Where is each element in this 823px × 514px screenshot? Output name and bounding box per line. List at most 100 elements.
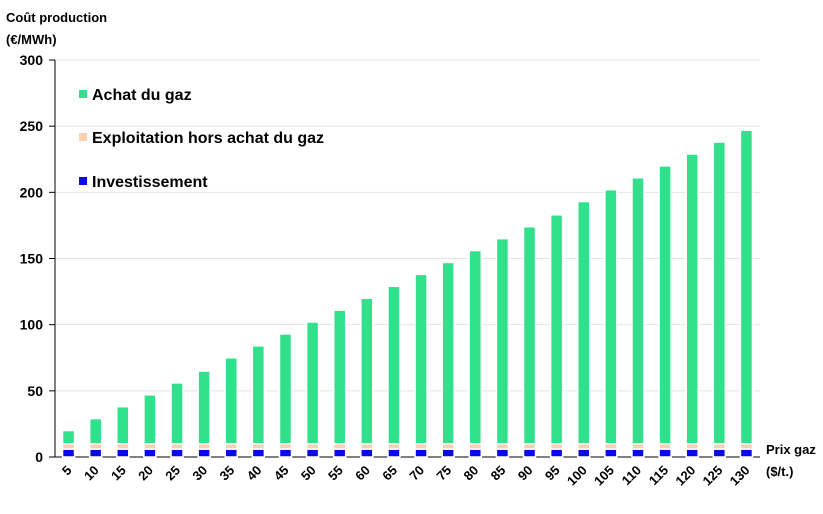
bar-segment: [61, 429, 76, 445]
bar-segment: [143, 443, 157, 450]
x-tick-label: 95: [542, 463, 563, 484]
bar-segment: [739, 129, 754, 445]
x-tick-label: 90: [515, 463, 536, 484]
bar-segment: [631, 448, 645, 458]
bar-segment: [495, 237, 510, 445]
bar-segment: [468, 448, 483, 458]
x-tick-label: 130: [727, 463, 753, 489]
legend-label: Achat du gaz: [92, 87, 192, 104]
bar-segment: [360, 297, 374, 445]
y-tick-label: 150: [20, 251, 44, 267]
x-tick-label: 45: [271, 463, 292, 484]
y-tick-label: 200: [20, 184, 44, 200]
bar-segment: [305, 321, 320, 445]
legend-swatch: [79, 177, 87, 185]
bar-segment: [332, 443, 347, 450]
bar-segment: [577, 443, 591, 450]
bar-segment: [116, 448, 130, 458]
bar-segment: [441, 261, 455, 445]
bar-segment: [332, 448, 347, 458]
bar-segment: [414, 443, 428, 450]
bar-segment: [116, 405, 130, 445]
legend-label: Exploitation hors achat du gaz: [92, 130, 324, 147]
bar-segment: [658, 448, 672, 458]
y-tick-label: 100: [20, 317, 44, 333]
x-tick-label: 80: [461, 463, 482, 484]
bar-segment: [387, 448, 401, 458]
x-tick-label: 120: [672, 463, 698, 489]
bar-segment: [414, 448, 428, 458]
x-tick-label: 75: [433, 463, 454, 484]
bar-segment: [197, 448, 211, 458]
x-tick-label: 50: [298, 463, 319, 484]
x-tick-label: 25: [162, 463, 183, 484]
y-tick-label: 300: [20, 52, 44, 68]
bar-segment: [197, 443, 211, 450]
bar-segment: [685, 153, 699, 445]
bar-segment: [387, 285, 401, 445]
x-tick-label: 100: [564, 463, 590, 489]
legend-label: Investissement: [92, 174, 208, 191]
bar-segment: [712, 448, 727, 458]
bar-segment: [739, 443, 754, 450]
bar-segment: [658, 165, 672, 445]
bar-segment: [224, 443, 238, 450]
x-tick-label: 20: [135, 463, 156, 484]
x-tick-label: 10: [81, 463, 102, 484]
bar-segment: [278, 443, 293, 450]
bar-segment: [414, 273, 428, 445]
x-tick-label: 70: [406, 463, 427, 484]
bar-segment: [631, 177, 645, 445]
bar-segment: [88, 448, 103, 458]
x-tick-label: 65: [379, 463, 400, 484]
bar-segment: [170, 443, 184, 450]
bar-segment: [116, 443, 130, 450]
bar-segment: [360, 448, 374, 458]
x-tick-label: 35: [217, 463, 238, 484]
bar-segment: [685, 448, 699, 458]
bar-segment: [278, 448, 293, 458]
bar-segment: [251, 345, 266, 445]
x-tick-label: 115: [646, 463, 671, 488]
bar-segment: [549, 214, 564, 445]
bar-segment: [658, 443, 672, 450]
bar-segment: [441, 443, 455, 450]
bar-segment: [549, 448, 564, 458]
bar-segment: [88, 443, 103, 450]
bar-segment: [61, 448, 76, 458]
x-tick-label: 105: [591, 463, 617, 489]
bar-segment: [224, 448, 238, 458]
bar-segment: [495, 448, 510, 458]
bar-segment: [522, 448, 537, 458]
bar-segment: [468, 249, 483, 445]
bar-segment: [604, 188, 618, 445]
bar-segment: [495, 443, 510, 450]
bar-segment: [305, 448, 320, 458]
x-tick-label: 60: [352, 463, 373, 484]
bar-segment: [61, 443, 76, 450]
x-tick-label: 40: [244, 463, 265, 484]
bar-segment: [170, 382, 184, 445]
y-axis-title: (€/MWh): [6, 32, 57, 47]
bar-segment: [577, 448, 591, 458]
bar-segment: [712, 141, 727, 445]
bar-segment: [577, 200, 591, 445]
bar-segment: [685, 443, 699, 450]
x-tick-label: 125: [699, 463, 725, 489]
x-tick-label: 110: [619, 463, 644, 488]
bar-segment: [170, 448, 184, 458]
bar-segment: [251, 443, 266, 450]
y-tick-label: 50: [27, 383, 43, 399]
bar-segment: [360, 443, 374, 450]
bar-segment: [522, 225, 537, 445]
bar-segment: [712, 443, 727, 450]
bar-segment: [468, 443, 483, 450]
bar-segment: [549, 443, 564, 450]
bar-segment: [143, 394, 157, 445]
x-tick-label: 15: [108, 463, 129, 484]
bar-segment: [278, 333, 293, 445]
y-tick-label: 250: [20, 118, 44, 134]
bar-segment: [522, 443, 537, 450]
bar-segment: [332, 309, 347, 445]
